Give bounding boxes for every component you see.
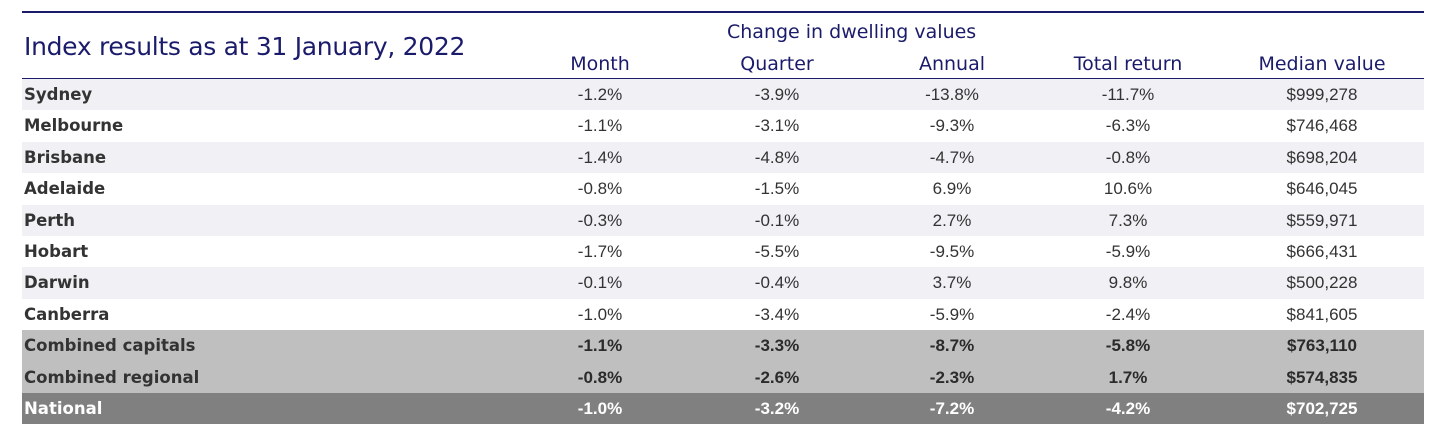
cell-median-value: $746,468 — [1286, 116, 1358, 136]
cell-total-return: 10.6% — [1103, 179, 1153, 199]
cell-quarter: -2.6% — [754, 367, 800, 387]
cell-annual: 3.7% — [932, 273, 972, 293]
cell-month: -1.1% — [577, 336, 623, 356]
cell-month: -0.8% — [577, 367, 623, 387]
cell-quarter: -1.5% — [754, 179, 800, 199]
row-label: Darwin — [24, 273, 90, 293]
cell-annual: -4.7% — [929, 147, 975, 167]
table-row: Sydney -1.2% -3.9% -13.8% -11.7% $999,27… — [22, 79, 1424, 111]
cell-month: -1.0% — [577, 304, 623, 324]
cell-median-value: $500,228 — [1286, 273, 1358, 293]
cell-month: -0.3% — [577, 210, 623, 230]
cell-month: -0.8% — [577, 179, 623, 199]
cell-annual: 2.7% — [932, 210, 972, 230]
cell-total-return: -11.7% — [1101, 85, 1155, 104]
row-label: Sydney — [24, 85, 93, 104]
table-row: Brisbane -1.4% -4.8% -4.7% -0.8% $698,20… — [22, 141, 1424, 174]
cell-quarter: -0.4% — [754, 273, 800, 293]
cell-median-value: $999,278 — [1286, 85, 1358, 104]
row-label: Brisbane — [24, 147, 107, 167]
cell-annual: -2.3% — [929, 367, 975, 387]
column-header-median-value: Median value — [1258, 53, 1386, 75]
cell-month: -1.0% — [577, 398, 623, 418]
cell-annual: -8.7% — [929, 336, 975, 356]
cell-total-return: -5.8% — [1105, 336, 1151, 356]
column-header-quarter: Quarter — [740, 53, 814, 75]
cell-month: -0.1% — [577, 273, 623, 293]
row-label: Adelaide — [24, 179, 106, 199]
cell-annual: -9.3% — [929, 116, 975, 136]
table-row: Melbourne -1.1% -3.1% -9.3% -6.3% $746,4… — [22, 110, 1424, 141]
cell-month: -1.2% — [577, 85, 623, 104]
cell-quarter: -4.8% — [754, 147, 800, 167]
table-title: Index results as at 31 January, 2022 — [24, 32, 466, 61]
cell-median-value: $702,725 — [1286, 398, 1358, 418]
cell-annual: 6.9% — [932, 179, 972, 199]
cell-median-value: $841,605 — [1286, 304, 1358, 324]
cell-total-return: -0.8% — [1105, 147, 1151, 167]
cell-median-value: $646,045 — [1286, 179, 1358, 199]
column-header-total-return: Total return — [1073, 53, 1183, 75]
table-header: Index results as at 31 January, 2022 Cha… — [22, 13, 1424, 79]
table-row: Hobart -1.7% -5.5% -9.5% -5.9% $666,431 — [22, 236, 1424, 267]
cell-quarter: -5.5% — [754, 241, 800, 261]
cell-quarter: -3.9% — [754, 85, 800, 104]
cell-quarter: -3.3% — [754, 336, 800, 356]
cell-median-value: $559,971 — [1286, 210, 1358, 230]
cell-total-return: -2.4% — [1105, 304, 1151, 324]
cell-total-return: 7.3% — [1108, 210, 1148, 230]
table-row-combined-regional: Combined regional -0.8% -2.6% -2.3% 1.7%… — [22, 361, 1424, 393]
row-label: Hobart — [24, 241, 89, 261]
cell-quarter: -3.2% — [754, 398, 800, 418]
cell-month: -1.4% — [577, 147, 623, 167]
row-label: National — [24, 398, 103, 418]
row-label: Perth — [24, 210, 76, 230]
cell-quarter: -0.1% — [754, 210, 800, 230]
cell-median-value: $698,204 — [1286, 147, 1358, 167]
cell-month: -1.7% — [577, 241, 623, 261]
table-row: Adelaide -0.8% -1.5% 6.9% 10.6% $646,045 — [22, 173, 1424, 204]
cell-annual: -5.9% — [929, 304, 975, 324]
cell-annual: -7.2% — [929, 398, 975, 418]
cell-median-value: $574,835 — [1286, 367, 1358, 387]
column-header-month: Month — [570, 53, 630, 75]
cell-total-return: 9.8% — [1108, 273, 1148, 293]
group-header: Change in dwelling values — [727, 21, 977, 43]
row-label: Combined capitals — [24, 336, 196, 356]
cell-total-return: -5.9% — [1105, 241, 1151, 261]
row-label: Canberra — [24, 304, 110, 324]
cell-month: -1.1% — [577, 116, 623, 136]
cell-quarter: -3.4% — [754, 304, 800, 324]
top-rule — [22, 11, 1424, 13]
table-row-combined-capitals: Combined capitals -1.1% -3.3% -8.7% -5.8… — [22, 330, 1424, 362]
cell-annual: -13.8% — [925, 85, 979, 104]
table-row: Canberra -1.0% -3.4% -5.9% -2.4% $841,60… — [22, 299, 1424, 330]
cell-median-value: $666,431 — [1286, 241, 1358, 261]
row-label: Combined regional — [24, 367, 200, 387]
cell-total-return: -6.3% — [1105, 116, 1151, 136]
cell-annual: -9.5% — [929, 241, 975, 261]
table-row-national: National -1.0% -3.2% -7.2% -4.2% $702,72… — [22, 392, 1424, 425]
cell-quarter: -3.1% — [754, 116, 800, 136]
table-row: Perth -0.3% -0.1% 2.7% 7.3% $559,971 — [22, 204, 1424, 236]
column-header-annual: Annual — [918, 53, 986, 75]
cell-median-value: $763,110 — [1287, 336, 1357, 356]
row-label: Melbourne — [24, 116, 124, 136]
cell-total-return: -4.2% — [1105, 398, 1151, 418]
index-results-table: Index results as at 31 January, 2022 Cha… — [22, 11, 1424, 425]
table-row: Darwin -0.1% -0.4% 3.7% 9.8% $500,228 — [22, 267, 1424, 299]
cell-total-return: 1.7% — [1108, 367, 1148, 387]
